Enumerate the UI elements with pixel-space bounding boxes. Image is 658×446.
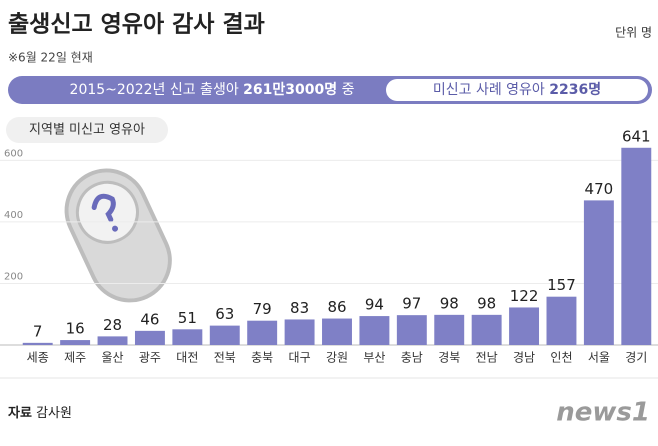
bar [60, 340, 91, 345]
x-tick-label: 인천 [550, 350, 572, 365]
icon-question-dot [112, 225, 119, 232]
value-label: 83 [290, 299, 309, 317]
bar [471, 314, 502, 345]
banner-text: 미신고 사례 영유아 [433, 82, 545, 98]
banner-text: 2015~2022년 신고 출생아 [70, 82, 239, 98]
x-tick-label: 충남 [401, 351, 423, 365]
value-label: 470 [585, 180, 614, 198]
value-label: 86 [327, 298, 346, 316]
value-label: 46 [140, 310, 159, 328]
value-label: 157 [547, 276, 576, 294]
plot: 200 400 600 7 세종 16 제주 28 울산 46 광주 51 대전 63 전북 79 충북 83 대구… [0, 127, 658, 365]
bar [546, 296, 577, 345]
banner-number: 261만3000명 [243, 81, 337, 98]
x-tick-label: 충북 [251, 351, 273, 365]
x-tick-label: 경기 [625, 351, 647, 365]
banner-number: 2236명 [549, 81, 601, 98]
unit-label: 단위 명 [615, 26, 652, 40]
subtitle: 지역별 미신고 영유아 [29, 123, 145, 138]
banner-right: 미신고 사례 영유아 2236명 [433, 81, 601, 98]
source-label: 자료 [8, 406, 32, 421]
value-label: 94 [365, 296, 384, 314]
y-tick-label: 600 [4, 148, 23, 159]
x-tick-label: 광주 [139, 351, 161, 365]
banner-text: 중 [342, 82, 355, 98]
subtitle-box [6, 117, 168, 143]
x-tick-label: 부산 [363, 351, 385, 365]
bar [209, 325, 240, 345]
bar [621, 147, 652, 345]
x-tick-label: 전북 [214, 351, 236, 365]
x-tick-label: 서울 [588, 351, 610, 365]
icon-question [91, 193, 116, 223]
source-name: 감사원 [36, 406, 72, 421]
banner-left: 2015~2022년 신고 출생아 261만3000명 중 [70, 81, 355, 98]
value-label: 79 [253, 300, 272, 318]
y-tick-label: 400 [4, 210, 23, 221]
value-label: 16 [66, 320, 85, 338]
bar [247, 320, 278, 345]
bar [134, 330, 165, 345]
value-label: 97 [402, 295, 421, 313]
bar [97, 336, 128, 345]
bar [359, 316, 390, 345]
baby-icon [64, 168, 172, 303]
x-tick-label: 전남 [476, 351, 498, 365]
value-label: 98 [440, 294, 459, 312]
note: ※6월 22일 현재 [8, 51, 93, 65]
x-tick-label: 세종 [27, 351, 49, 365]
bar [22, 342, 53, 345]
bar [172, 329, 203, 345]
y-tick-label: 200 [4, 271, 23, 282]
bar [322, 318, 352, 345]
bar [583, 200, 614, 345]
bar [434, 314, 465, 345]
value-label: 28 [103, 316, 122, 334]
x-tick-label: 대구 [289, 351, 311, 365]
x-tick-label: 울산 [101, 351, 123, 365]
value-label: 122 [510, 287, 539, 305]
x-tick-label: 경남 [513, 351, 535, 365]
x-tick-label: 경북 [438, 351, 460, 365]
value-label: 63 [215, 305, 234, 323]
chart-title: 출생신고 영유아 감사 결과 [8, 12, 265, 38]
banner-pill [386, 79, 648, 101]
x-tick-label: 대전 [176, 351, 198, 365]
value-label: 98 [477, 294, 496, 312]
value-label: 641 [622, 127, 651, 145]
source: 자료 감사원 [8, 406, 72, 421]
bar [284, 319, 315, 345]
bar [509, 307, 540, 345]
x-tick-label: 제주 [64, 351, 86, 365]
bar [396, 315, 427, 345]
value-label: 51 [178, 309, 197, 327]
logo: news1 [556, 398, 650, 428]
value-label: 7 [33, 322, 43, 340]
x-tick-label: 강원 [326, 351, 348, 365]
